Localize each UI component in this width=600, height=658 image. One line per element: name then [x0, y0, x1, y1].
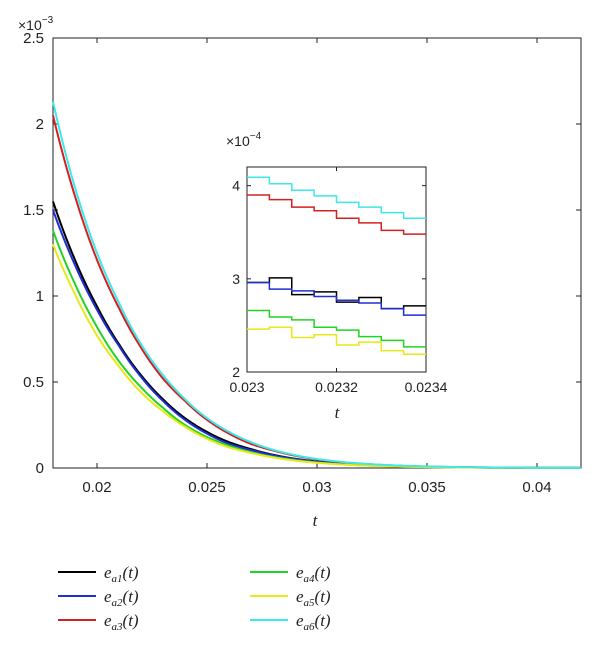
- y-tick-label: 2: [36, 116, 44, 133]
- legend-label-a3: ea3(t): [104, 611, 139, 633]
- inset-x-tick-label: 0.0232: [315, 379, 358, 395]
- inset-series-line-a5: [247, 326, 426, 356]
- inset-series-line-a6: [247, 176, 426, 219]
- inset-y-tick-label: 4: [232, 178, 240, 194]
- inset-x-tick-label: 0.0234: [405, 379, 448, 395]
- y-tick-label: 1.5: [23, 202, 44, 219]
- legend-label-a2: ea2(t): [104, 587, 139, 609]
- series-line-a6: [52, 101, 582, 469]
- inset-series-line-a4: [247, 309, 426, 348]
- y-exponent-power: −3: [42, 15, 54, 26]
- y-tick-label: 0.5: [23, 374, 44, 391]
- y-tick-label: 0: [36, 460, 44, 477]
- legend-label-a1: ea1(t): [104, 563, 139, 585]
- inset-series-lines: [247, 176, 426, 356]
- inset-y-tick-label: 2: [232, 364, 240, 380]
- x-tick-label: 0.025: [188, 479, 226, 496]
- inset-x-tick-label: 0.023: [229, 379, 264, 395]
- legend-label-a5: ea5(t): [296, 587, 331, 609]
- inset-y-exponent-power: −4: [250, 131, 262, 142]
- inset-series-line-a3: [247, 194, 426, 235]
- inset-y-exponent-label: ×10−4: [226, 131, 262, 149]
- y-exponent-label: ×10−3: [18, 15, 54, 33]
- inset-series-line-a2: [247, 281, 426, 316]
- x-tick-label: 0.03: [302, 479, 331, 496]
- inset-x-axis-title: t: [335, 403, 341, 422]
- x-tick-label: 0.035: [408, 479, 446, 496]
- x-tick-label: 0.02: [82, 479, 111, 496]
- legend-label-a6: ea6(t): [296, 611, 331, 633]
- y-tick-label: 2.5: [23, 30, 44, 47]
- x-tick-label: 0.04: [522, 479, 551, 496]
- legend: ea1(t)ea2(t)ea3(t) ea4(t)ea5(t)ea6(t): [58, 563, 331, 633]
- inset-y-tick-label: 3: [232, 271, 240, 287]
- inset-ticks: 0.023 0.0232 0.0234 2 3 4: [229, 167, 448, 395]
- legend-label-a4: ea4(t): [296, 563, 331, 585]
- x-axis-title: t: [313, 511, 319, 530]
- main-ticks: 0.02 0.025 0.03 0.035 0.04 0 0.5 1 1.5 2 2.5: [23, 30, 581, 496]
- main-series-lines: [52, 101, 582, 469]
- y-tick-label: 1: [36, 288, 44, 305]
